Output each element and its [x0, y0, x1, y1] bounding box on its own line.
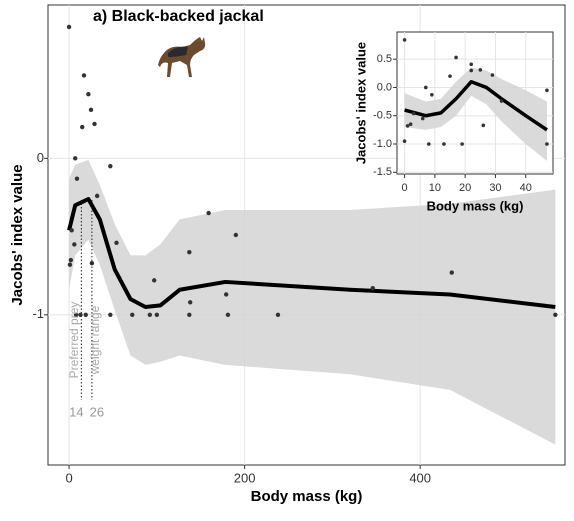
data-point: [449, 270, 454, 275]
x-tick-label: 40: [520, 182, 532, 194]
data-point: [108, 163, 113, 169]
data-point: [225, 312, 231, 317]
data-point: [499, 99, 504, 103]
data-point: [402, 38, 407, 42]
y-tick-label: 0: [37, 150, 44, 165]
data-point: [481, 123, 486, 128]
data-point: [427, 142, 431, 146]
data-point: [66, 24, 72, 30]
data-point: [73, 156, 78, 161]
data-point: [448, 74, 452, 78]
data-point: [275, 312, 281, 317]
annotation-text: weight range: [88, 305, 102, 375]
x-tick-label: 10: [429, 182, 441, 194]
data-point: [154, 312, 160, 317]
data-point: [114, 240, 119, 246]
y-tick-label: -1.5: [373, 166, 392, 178]
data-point: [72, 242, 77, 247]
x-tick-label: 0: [402, 182, 408, 194]
data-point: [454, 55, 458, 60]
data-point: [80, 124, 85, 130]
jackal-body: [158, 37, 206, 77]
data-point: [553, 312, 558, 317]
data-point: [411, 111, 416, 116]
data-point: [187, 312, 192, 317]
data-point: [469, 62, 474, 67]
y-axis-label: Jacobs' index value: [9, 164, 26, 305]
jackal-icon: [158, 37, 206, 77]
chart-title: a) Black-backed jackal: [93, 8, 264, 25]
x-axis-label: Body mass (kg): [427, 198, 524, 213]
data-point: [94, 193, 100, 199]
data-point: [430, 92, 434, 97]
data-point: [469, 68, 474, 73]
smooth-line: [404, 80, 548, 132]
y-tick-label: 0.5: [377, 53, 392, 65]
range-value: 26: [90, 404, 104, 419]
data-point: [88, 107, 94, 113]
data-point: [442, 142, 446, 146]
data-point: [408, 122, 413, 127]
x-tick-label: 20: [459, 182, 471, 194]
data-point: [92, 121, 97, 127]
data-point: [83, 312, 88, 317]
data-point: [405, 124, 410, 128]
data-point: [69, 228, 74, 233]
confidence-band: [404, 67, 547, 161]
x-tick-label: 0: [65, 470, 72, 485]
range-value: 14: [69, 404, 83, 419]
y-tick-label: 0.0: [377, 81, 392, 93]
data-point: [223, 292, 229, 297]
data-point: [402, 139, 407, 143]
y-tick-label: -0.5: [373, 110, 392, 122]
data-point: [108, 312, 113, 317]
data-point: [86, 91, 91, 97]
data-point: [187, 250, 192, 255]
data-point: [81, 73, 87, 78]
data-point: [68, 257, 74, 263]
data-point: [206, 210, 211, 216]
data-point: [460, 142, 464, 146]
x-tick-label: 200: [234, 470, 256, 485]
jackal-saddle: [168, 46, 188, 57]
data-point: [147, 312, 153, 317]
data-point: [74, 176, 80, 181]
data-point: [73, 312, 79, 317]
y-tick-label: -1: [32, 306, 44, 321]
data-point: [370, 285, 375, 291]
data-point: [545, 142, 549, 146]
data-point: [233, 232, 239, 238]
data-point: [130, 312, 135, 317]
data-point: [490, 73, 495, 77]
data-point: [152, 278, 157, 283]
x-axis-label: Body mass (kg): [251, 488, 363, 505]
smooth-line: [67, 197, 556, 309]
x-tick-label: 30: [489, 182, 501, 194]
x-tick-label: 400: [409, 470, 431, 485]
data-point: [67, 262, 73, 267]
data-point: [478, 68, 483, 72]
annotation-text: Preferred prey: [67, 302, 81, 379]
data-point: [545, 88, 549, 93]
data-point: [420, 116, 425, 121]
y-axis-label: Jacobs' index value: [353, 42, 368, 164]
data-point: [187, 300, 193, 305]
data-point: [423, 85, 428, 90]
confidence-band: [69, 159, 556, 445]
y-tick-label: -1.0: [373, 138, 392, 150]
